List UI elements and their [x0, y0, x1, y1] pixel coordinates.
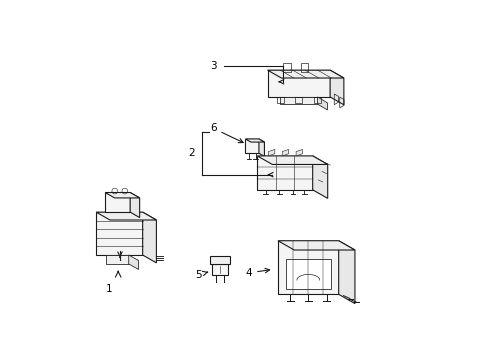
Polygon shape — [318, 97, 327, 110]
Text: 5: 5 — [196, 270, 208, 280]
Polygon shape — [257, 156, 313, 190]
Polygon shape — [339, 241, 355, 303]
Polygon shape — [105, 255, 129, 264]
Polygon shape — [212, 264, 228, 275]
Polygon shape — [96, 212, 143, 255]
Polygon shape — [130, 193, 140, 217]
Polygon shape — [278, 241, 355, 250]
Polygon shape — [282, 149, 289, 156]
Text: 6: 6 — [210, 123, 243, 143]
Polygon shape — [257, 156, 328, 165]
Polygon shape — [268, 70, 330, 97]
Polygon shape — [143, 212, 156, 263]
Text: 2: 2 — [188, 148, 195, 158]
Text: 4: 4 — [245, 268, 270, 278]
Polygon shape — [96, 212, 156, 220]
Polygon shape — [296, 149, 302, 156]
Polygon shape — [278, 241, 339, 294]
Polygon shape — [129, 255, 139, 269]
Text: 1: 1 — [106, 284, 113, 294]
Polygon shape — [105, 193, 130, 212]
Polygon shape — [259, 139, 265, 156]
Polygon shape — [245, 139, 265, 142]
Polygon shape — [286, 260, 331, 289]
Polygon shape — [268, 70, 344, 78]
Polygon shape — [245, 139, 259, 153]
Polygon shape — [313, 156, 328, 198]
Polygon shape — [280, 97, 318, 104]
Text: 3: 3 — [210, 61, 217, 71]
Polygon shape — [269, 149, 275, 156]
Polygon shape — [105, 193, 140, 198]
Polygon shape — [330, 70, 344, 105]
Polygon shape — [210, 256, 230, 264]
